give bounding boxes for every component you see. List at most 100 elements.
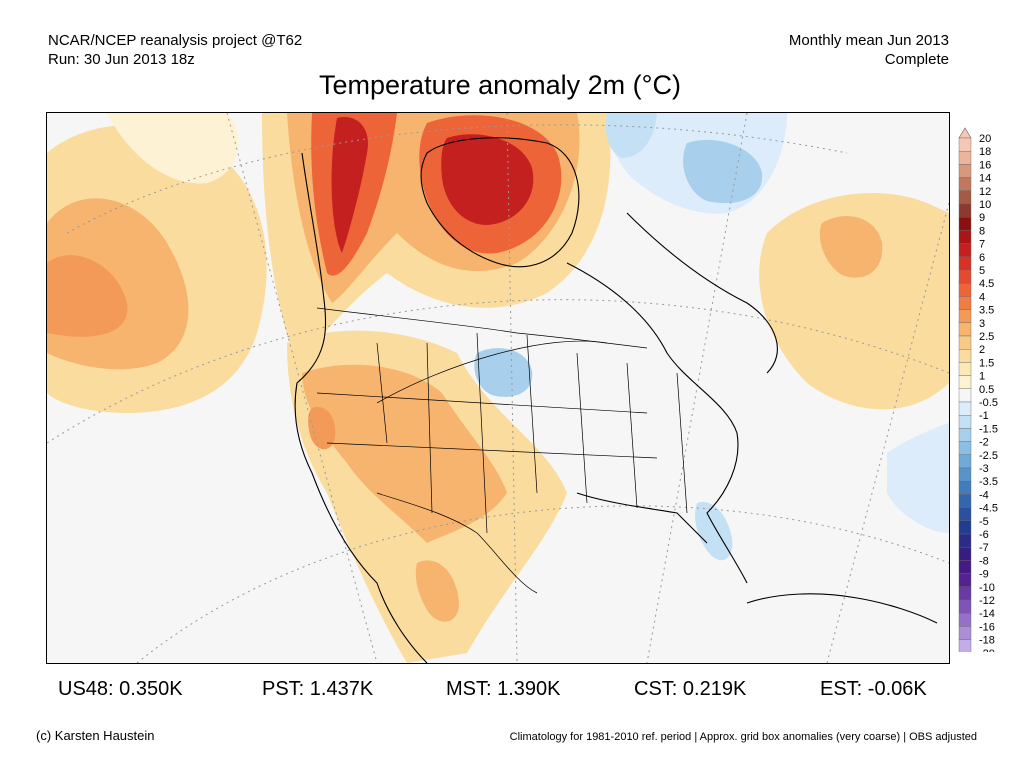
regional-stats: US48: 0.350K PST: 1.437K MST: 1.390K CST… — [0, 678, 1024, 708]
colorbar-swatch — [958, 481, 972, 495]
colorbar-swatch — [958, 573, 972, 588]
colorbar-swatch — [958, 151, 972, 165]
colorbar-swatch — [958, 388, 972, 403]
colorbar-tick-label: 9 — [979, 212, 985, 224]
anomaly-mexico-warm — [415, 560, 459, 622]
colorbar-swatch — [958, 375, 972, 390]
colorbar-swatch — [958, 613, 972, 627]
colorbar-tick-label: -3.5 — [979, 476, 998, 488]
colorbar-swatch — [958, 216, 972, 231]
colorbar-tick-label: -4 — [979, 489, 989, 501]
anomaly-bc-peak — [331, 117, 368, 253]
colorbar-tick-label: -1.5 — [979, 423, 998, 435]
anomaly-dakota-cold — [474, 348, 533, 397]
colorbar-swatch — [958, 467, 972, 482]
colorbar-tick-label: -4.5 — [979, 503, 998, 515]
colorbar-tick-label: 4.5 — [979, 278, 994, 290]
colorbar-swatch — [958, 520, 972, 535]
colorbar-tick-label: 14 — [979, 173, 991, 185]
colorbar-swatch — [958, 190, 972, 205]
colorbar-swatch — [958, 164, 972, 178]
colorbar-swatch — [958, 230, 972, 244]
colorbar-swatch — [958, 243, 972, 257]
colorbar-swatch — [958, 547, 972, 561]
run-label: Run: 30 Jun 2013 18z — [48, 51, 195, 68]
colorbar-swatch — [958, 177, 972, 191]
stat-pst: PST: 1.437K — [262, 678, 374, 700]
colorbar-tick-label: -16 — [979, 621, 995, 633]
copyright: (c) Karsten Haustein — [36, 728, 155, 743]
anomaly-baffin-cold — [605, 113, 657, 158]
colorbar-tick-label: 0.5 — [979, 384, 994, 396]
colorbar-tick-label: -6 — [979, 529, 989, 541]
anomaly-west-us-mid — [302, 364, 507, 543]
colorbar-tick-label: 7 — [979, 239, 985, 251]
map-title: Temperature anomaly 2m (°C) — [319, 70, 681, 100]
colorbar-tick-label: -0.5 — [979, 397, 998, 409]
anomaly-atlantic-cold — [887, 423, 949, 533]
colorbar-tick-label: 6 — [979, 252, 985, 264]
colorbar-swatch — [958, 599, 972, 614]
colorbar-swatch — [958, 507, 972, 522]
anomaly-pacific-top — [107, 113, 239, 184]
colorbar-tick-label: -1 — [979, 410, 989, 422]
colorbar-swatch — [958, 415, 972, 429]
colorbar-tick-label: -8 — [979, 555, 989, 567]
colorbar-tick-label: -5 — [979, 516, 989, 528]
colorbar-tick-label: 16 — [979, 159, 991, 171]
political-borders — [316, 307, 688, 594]
colorbar-tick-label: 20 — [979, 133, 991, 145]
map-panel — [46, 112, 950, 664]
colorbar-swatch — [958, 335, 972, 350]
colorbar-tick-label: -9 — [979, 569, 989, 581]
colorbar-swatch — [958, 256, 972, 271]
colorbar-tick-label: -14 — [979, 608, 995, 620]
colorbar-tick-label: -20 — [979, 648, 995, 652]
colorbar-swatch — [958, 560, 972, 574]
colorbar-arrow-top — [958, 127, 972, 139]
colorbar-tick-label: 2 — [979, 344, 985, 356]
colorbar-tick-label: -2 — [979, 437, 989, 449]
colorbar-tick-label: 5 — [979, 265, 985, 277]
colorbar-swatch — [958, 494, 972, 508]
stat-mst: MST: 1.390K — [446, 678, 561, 700]
colorbar-swatch — [958, 282, 972, 297]
anomaly-labrador-cold-core — [683, 139, 763, 204]
colorbar-tick-label: 1 — [979, 371, 985, 383]
colorbar-tick-label: 2.5 — [979, 331, 994, 343]
colorbar-swatch — [958, 533, 972, 548]
colorbar-tick-label: 10 — [979, 199, 991, 211]
colorbar-swatch — [958, 269, 972, 284]
period-label: Monthly mean Jun 2013 — [788, 32, 949, 49]
anomaly-atlantic-warm — [759, 193, 949, 410]
anomaly-nevada-warm — [308, 407, 336, 450]
colorbar-tick-label: 8 — [979, 225, 985, 237]
colorbar-swatch — [958, 322, 972, 337]
anomaly-florida-cold — [695, 502, 733, 561]
stat-est: EST: -0.06K — [820, 678, 927, 700]
stat-cst: CST: 0.219K — [634, 678, 747, 700]
colorbar-tick-label: -18 — [979, 635, 995, 647]
colorbar-tick-label: 12 — [979, 186, 991, 198]
colorbar-swatch — [958, 454, 972, 469]
colorbar-tick-label: 18 — [979, 146, 991, 158]
model-label: NCAR/NCEP reanalysis project @T62 — [48, 32, 303, 49]
anomaly-hudson-peak — [441, 134, 534, 225]
colorbar-tick-label: 4 — [979, 291, 985, 303]
colorbar-tick-label: -7 — [979, 542, 989, 554]
climatology-note: Climatology for 1981-2010 ref. period | … — [509, 731, 977, 743]
anomaly-pacific-warm-peak — [47, 255, 128, 337]
header-left: NCAR/NCEP reanalysis project @T62 Run: 3… — [48, 31, 302, 69]
colorbar-swatch — [958, 348, 972, 363]
anomaly-atlantic-warm-core — [819, 215, 883, 278]
colorbar-tick-label: -12 — [979, 595, 995, 607]
colorbar-swatch — [958, 401, 972, 416]
anomaly-map — [47, 113, 949, 663]
colorbar-swatch — [958, 586, 972, 601]
header-right: Monthly mean Jun 2013 Complete — [789, 31, 949, 69]
colorbar-swatch — [958, 441, 972, 456]
coastlines — [294, 137, 938, 663]
graticule — [47, 113, 949, 663]
colorbar-swatch — [958, 309, 972, 324]
